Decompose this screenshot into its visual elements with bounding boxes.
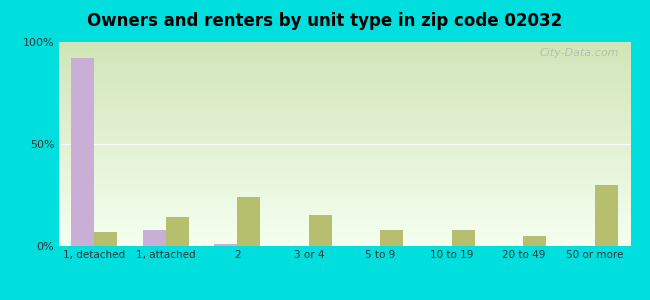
Bar xyxy=(72,58,94,246)
Bar xyxy=(380,230,403,246)
Bar xyxy=(452,230,474,246)
Bar xyxy=(166,218,188,246)
Bar xyxy=(309,215,332,246)
Bar xyxy=(94,232,117,246)
Bar xyxy=(523,236,546,246)
Legend: Owner occupied units, Renter occupied units: Owner occupied units, Renter occupied un… xyxy=(190,296,499,300)
Bar xyxy=(595,185,618,246)
Bar xyxy=(214,244,237,246)
Bar xyxy=(237,197,260,246)
Bar xyxy=(143,230,166,246)
Text: City-Data.com: City-Data.com xyxy=(540,48,619,58)
Text: Owners and renters by unit type in zip code 02032: Owners and renters by unit type in zip c… xyxy=(87,12,563,30)
